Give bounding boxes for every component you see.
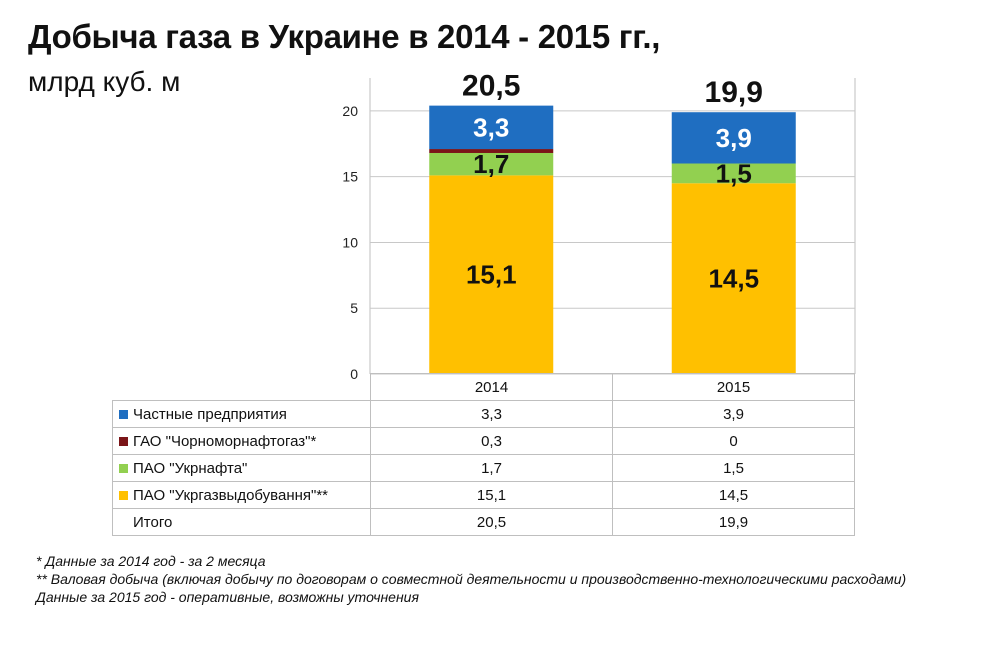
footnote-line: Данные за 2015 год - оперативные, возмож…: [36, 589, 419, 605]
table-corner: [113, 374, 371, 401]
y-tick-label: 10: [342, 234, 358, 250]
table-cell: 20,5: [370, 508, 613, 536]
table-row: Итого 20,5 19,9: [112, 508, 855, 536]
table-cell: 15,1: [370, 481, 613, 509]
stacked-bar-chart: 0 5 10 15 20 15,1 1,7 3,3 14,5 1,5 3,9 20,5 19,9: [342, 70, 856, 380]
legend-swatch: [119, 463, 128, 473]
legend-text: ГАО "Чорноморнафтогаз"*: [133, 432, 317, 450]
total-labels: 20,5 19,9: [462, 70, 763, 110]
footnotes: * Данные за 2014 год - за 2 месяца ** Вал…: [36, 552, 966, 606]
table-cell: 1,5: [612, 454, 855, 482]
total-label: 19,9: [705, 76, 763, 109]
footnote-line: ** Валовая добыча (включая добычу по дог…: [36, 571, 907, 587]
table-header-row: 2014 2015: [113, 373, 855, 401]
legend-text: ПАО "Укрнафта": [133, 459, 248, 477]
segment-label: 3,9: [716, 123, 752, 153]
table-cell: 1,7: [370, 454, 613, 482]
table-column-header: 2014: [370, 373, 613, 401]
legend-text: ПАО "Укргазвыдобування"**: [133, 486, 329, 504]
table-cell: 19,9: [612, 508, 855, 536]
table-row-label: Итого: [112, 508, 371, 536]
table-row: ПАО "Укрнафта" 1,7 1,5: [112, 454, 855, 482]
bar-segment: [671, 183, 796, 374]
footnote-line: * Данные за 2014 год - за 2 месяца: [36, 553, 266, 569]
segment-labels: 15,1 1,7 3,3 14,5 1,5 3,9: [466, 112, 759, 293]
legend-text: Частные предприятия: [133, 405, 287, 423]
chart-title: Добыча газа в Украине в 2014 - 2015 гг.,: [28, 18, 661, 55]
y-tick-label: 15: [342, 169, 358, 185]
bar-segment: [671, 163, 796, 184]
table-column-header: 2015: [612, 373, 855, 401]
segment-label: 1,5: [716, 158, 752, 188]
y-tick-label: 0: [350, 366, 358, 380]
data-table: 2014 2015 Частные предприятия 3,3 3,9 ГАО "Чо…: [112, 373, 855, 536]
y-axis-ticks: 0 5 10 15 20: [342, 103, 358, 380]
segment-label: 3,3: [473, 112, 509, 142]
table-row: Частные предприятия 3,3 3,9: [112, 400, 855, 428]
legend-swatch: [119, 436, 128, 446]
total-label: 20,5: [462, 70, 520, 103]
bar-segment: [429, 175, 554, 374]
table-cell: 3,3: [370, 400, 613, 428]
bar-segment: [671, 112, 796, 164]
table-cell: 0: [612, 427, 855, 455]
segment-label: 1,7: [473, 149, 509, 179]
segment-label: 15,1: [466, 260, 517, 290]
bar-segment: [429, 152, 554, 176]
table-row-label: ПАО "Укргазвыдобування"**: [112, 481, 371, 509]
y-tick-label: 20: [342, 103, 358, 119]
bar-segment: [429, 105, 554, 150]
bar-segment: [429, 149, 554, 153]
legend-swatch: [119, 409, 128, 419]
chart-subtitle: млрд куб. м: [28, 66, 181, 97]
y-tick-label: 5: [350, 300, 358, 316]
table-row: ПАО "Укргазвыдобування"** 15,1 14,5: [112, 481, 855, 509]
table-row-label: ПАО "Укрнафта": [112, 454, 371, 482]
segment-label: 14,5: [708, 264, 759, 294]
table-row: ГАО "Чорноморнафтогаз"* 0,3 0: [112, 427, 855, 455]
table-cell: 0,3: [370, 427, 613, 455]
table-row-label: ГАО "Чорноморнафтогаз"*: [112, 427, 371, 455]
legend-text: Итого: [133, 513, 173, 531]
table-cell: 3,9: [612, 400, 855, 428]
bars: [429, 105, 796, 374]
table-row-label: Частные предприятия: [112, 400, 371, 428]
table-cell: 14,5: [612, 481, 855, 509]
legend-swatch: [119, 490, 128, 500]
